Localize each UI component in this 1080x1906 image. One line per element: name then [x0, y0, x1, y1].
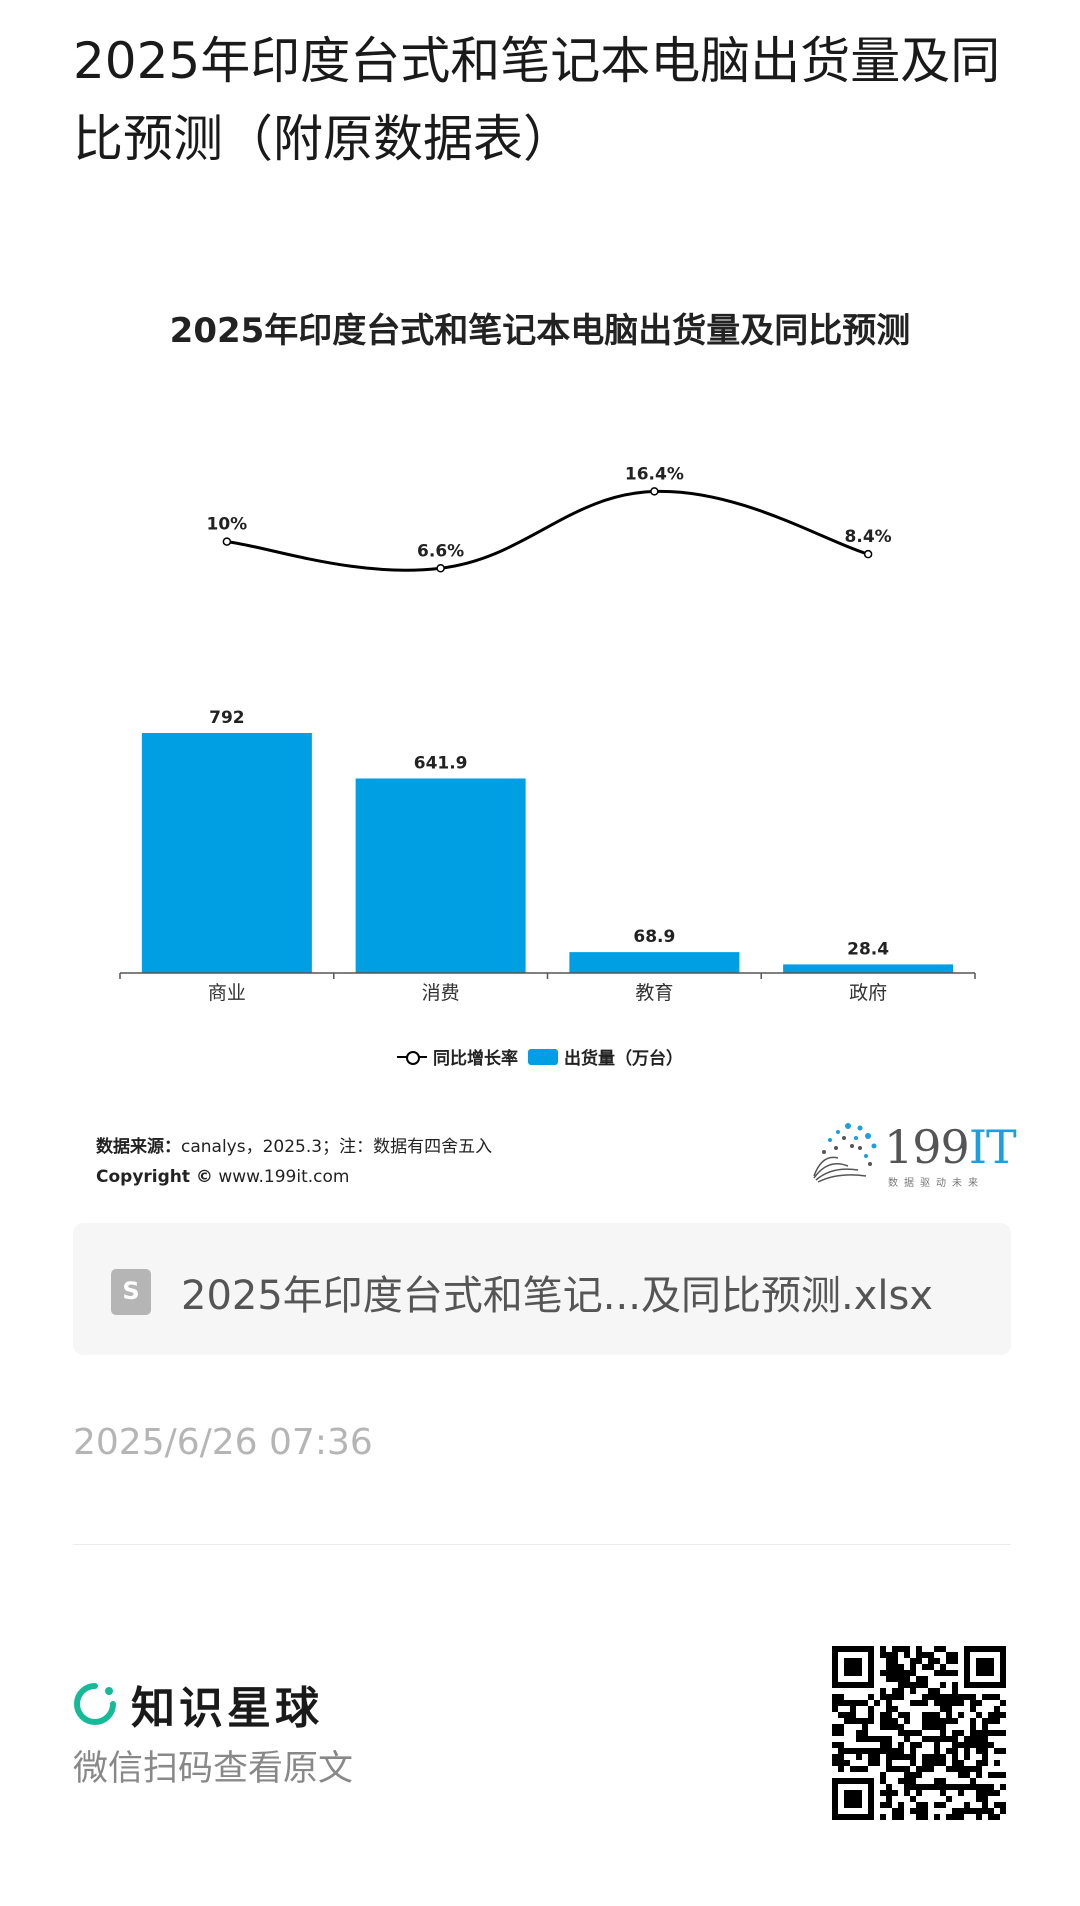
growth-point-2 [650, 487, 659, 496]
bar-value-label: 641.9 [414, 753, 468, 773]
spreadsheet-icon [111, 1269, 151, 1315]
legend-label-shipments: 出货量（万台） [564, 1049, 683, 1069]
dandelion-logo-icon [813, 1123, 877, 1183]
legend-line-marker [397, 1050, 427, 1065]
logo-wordmark: 199IT [884, 1120, 1017, 1174]
growth-point-0 [222, 537, 232, 546]
growth-rate-line [226, 489, 869, 572]
x-tick-label: 政府 [849, 982, 887, 1004]
source-label: 数据来源： [96, 1137, 181, 1157]
bar-value-label: 68.9 [633, 927, 675, 947]
bar-3 [783, 964, 954, 973]
growth-value-label: 10% [207, 515, 248, 535]
qr-code [832, 1646, 1006, 1820]
post-timestamp: 2025/6/26 07:36 [73, 1422, 373, 1463]
zsxq-logo-icon [74, 1683, 116, 1725]
attachment-card[interactable]: 2025年印度台式和笔记...及同比预测.xlsx [73, 1223, 1011, 1355]
divider [73, 1544, 1011, 1545]
growth-value-label: 6.6% [417, 541, 464, 561]
logo-text-accent: IT [968, 1120, 1017, 1174]
copyright-line: Copyright © www.199it.com [96, 1162, 492, 1192]
x-tick-label: 教育 [635, 982, 673, 1004]
x-tick-label: 消费 [422, 982, 460, 1004]
copyright-label: Copyright © [96, 1167, 213, 1187]
legend-label-growth: 同比增长率 [433, 1049, 518, 1069]
scan-hint: 微信扫码查看原文 [73, 1749, 354, 1789]
source-text: canalys，2025.3；注：数据有四舍五入 [181, 1137, 493, 1157]
source-line: 数据来源：canalys，2025.3；注：数据有四舍五入 [96, 1132, 492, 1162]
legend-item-growth: 同比增长率 [397, 1044, 518, 1069]
legend-swatch-bar [528, 1048, 558, 1065]
source-note: 数据来源：canalys，2025.3；注：数据有四舍五入 Copyright … [96, 1132, 492, 1192]
logo-tagline: 数据驱动未来 [888, 1178, 984, 1189]
bar-1 [355, 778, 526, 973]
brand-name: 知识星球 [131, 1683, 323, 1734]
logo-text-main: 199 [884, 1120, 970, 1174]
199it-logo: 199IT 数据驱动未来 [808, 1118, 1017, 1190]
growth-value-label: 16.4% [625, 464, 684, 484]
bar-value-label: 28.4 [847, 939, 889, 959]
brand: 知识星球 [73, 1672, 323, 1736]
page-title: 2025年印度台式和笔记本电脑出货量及同比预测（附原数据表） [73, 32, 1001, 168]
bar-0 [141, 733, 312, 973]
bar-value-label: 792 [209, 708, 245, 728]
x-tick-label: 商业 [208, 982, 246, 1004]
attachment-filename[interactable]: 2025年印度台式和笔记...及同比预测.xlsx [181, 1273, 933, 1319]
chart-title: 2025年印度台式和笔记本电脑出货量及同比预测 [169, 311, 911, 351]
legend-item-shipments: 出货量（万台） [528, 1044, 683, 1069]
growth-value-label: 8.4% [845, 527, 892, 547]
combo-chart: 792 商业 641.9 消费 68.9 教育 28.4 政府 10% 6.6% 16.4% 8.4% [119, 464, 976, 1004]
growth-point-3 [863, 549, 873, 559]
bar-2 [569, 952, 740, 973]
chart-legend: 同比增长率 出货量（万台） [0, 1044, 1080, 1069]
copyright-text: www.199it.com [218, 1167, 350, 1187]
growth-point-1 [436, 564, 445, 573]
